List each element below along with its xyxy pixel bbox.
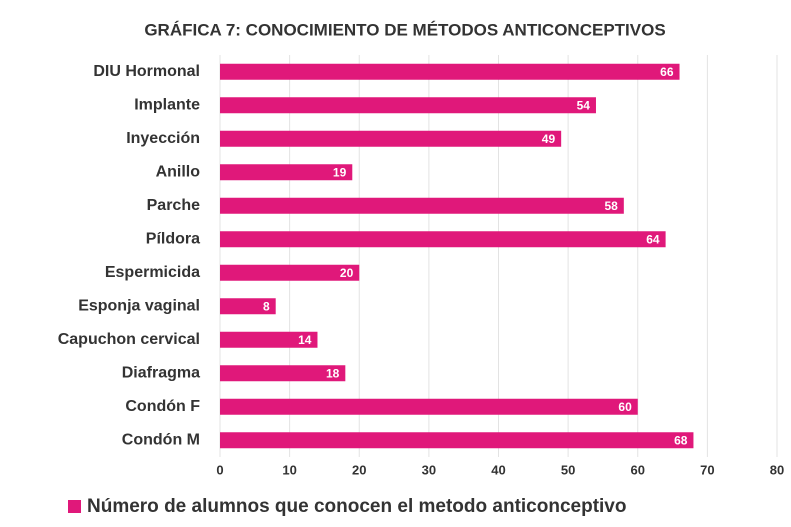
data-label: 18 xyxy=(326,366,340,380)
bar xyxy=(220,432,694,449)
bar xyxy=(220,197,624,214)
y-tick-label: Espermicida xyxy=(105,264,200,281)
y-tick-label: Diafragma xyxy=(122,364,200,381)
bar xyxy=(220,298,276,315)
y-tick-label: Condón M xyxy=(122,431,200,448)
y-tick-label: Capuchon cervical xyxy=(58,331,200,348)
chart-title: GRÁFICA 7: CONOCIMIENTO DE MÉTODOS ANTIC… xyxy=(144,20,665,39)
data-label: 60 xyxy=(618,400,632,414)
bar xyxy=(220,331,318,348)
x-tick-label: 70 xyxy=(700,462,714,477)
x-tick-label: 0 xyxy=(216,462,223,477)
y-tick-label: Píldora xyxy=(146,230,200,247)
y-tick-label: Anillo xyxy=(156,163,201,180)
x-tick-label: 50 xyxy=(561,462,575,477)
y-tick-label: DIU Hormonal xyxy=(93,63,200,80)
bar xyxy=(220,164,353,181)
bar xyxy=(220,231,666,248)
legend-label: Número de alumnos que conocen el metodo … xyxy=(87,496,626,517)
y-tick-label: Condón F xyxy=(125,398,200,415)
bar xyxy=(220,365,346,382)
bar xyxy=(220,264,360,281)
bar xyxy=(220,97,596,114)
bar xyxy=(220,63,680,80)
y-tick-label: Implante xyxy=(134,96,200,113)
data-label: 66 xyxy=(660,65,674,79)
legend-swatch xyxy=(68,500,81,513)
data-label: 49 xyxy=(542,132,556,146)
data-label: 58 xyxy=(604,199,618,213)
data-label: 8 xyxy=(263,299,270,313)
data-label: 19 xyxy=(333,165,347,179)
data-label: 20 xyxy=(340,266,354,280)
data-label: 64 xyxy=(646,232,660,246)
y-tick-label: Inyección xyxy=(126,130,200,147)
x-tick-label: 40 xyxy=(491,462,505,477)
x-tick-label: 10 xyxy=(282,462,296,477)
data-label: 54 xyxy=(577,98,591,112)
y-tick-label: Parche xyxy=(147,197,200,214)
x-tick-label: 80 xyxy=(770,462,784,477)
x-tick-label: 20 xyxy=(352,462,366,477)
y-tick-label: Esponja vaginal xyxy=(78,297,200,314)
bar xyxy=(220,130,562,147)
data-label: 14 xyxy=(298,333,312,347)
data-label: 68 xyxy=(674,433,688,447)
x-tick-label: 60 xyxy=(631,462,645,477)
bar xyxy=(220,398,638,415)
x-tick-label: 30 xyxy=(422,462,436,477)
